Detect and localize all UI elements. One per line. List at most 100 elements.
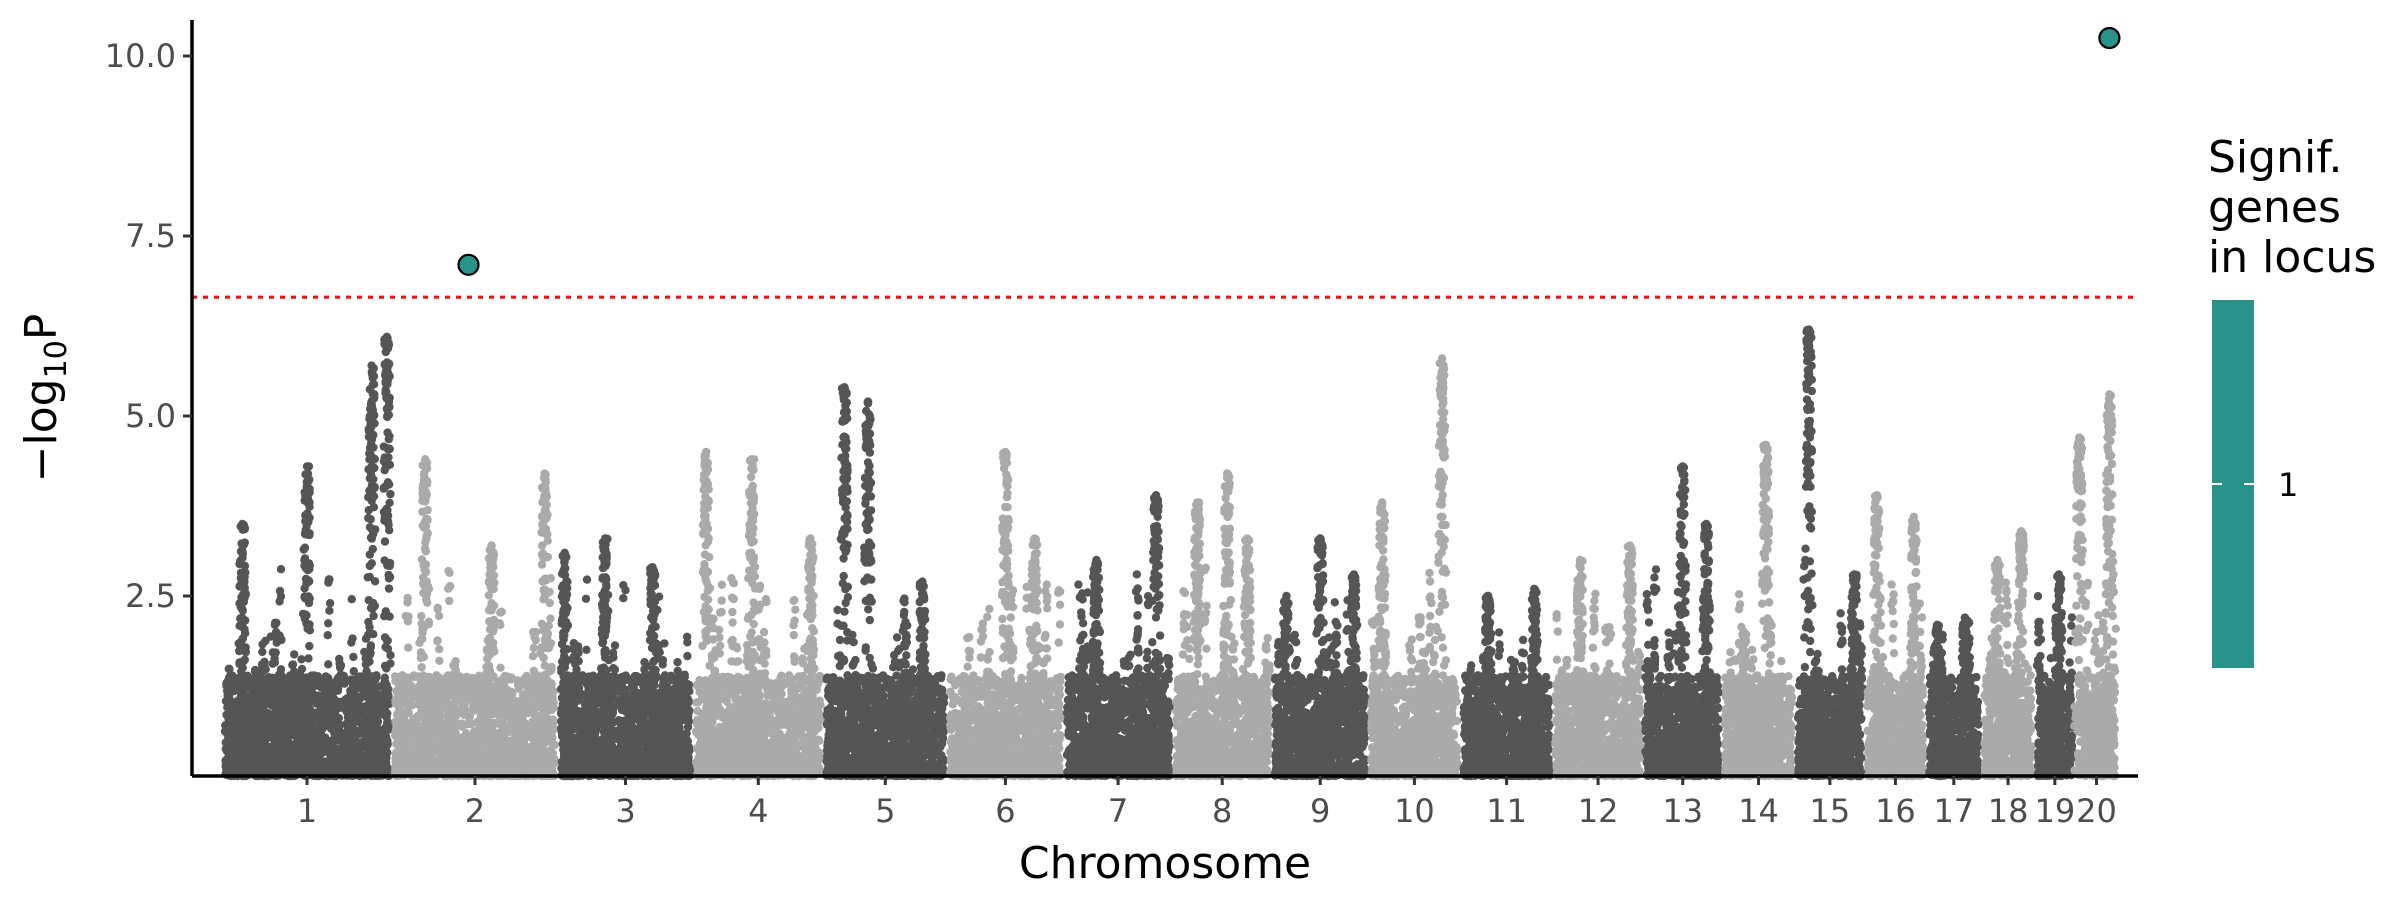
snp-point bbox=[487, 736, 497, 746]
snp-point bbox=[324, 674, 333, 683]
snp-point bbox=[369, 492, 379, 501]
snp-point bbox=[545, 733, 554, 743]
snp-point bbox=[235, 752, 245, 762]
snp-point bbox=[420, 544, 430, 553]
chromosome-1-points bbox=[220, 332, 395, 781]
snp-point bbox=[228, 678, 237, 687]
snp-point bbox=[384, 401, 393, 411]
snp-point bbox=[302, 611, 311, 620]
snp-point bbox=[384, 570, 393, 580]
peak-point bbox=[487, 541, 496, 550]
snp-point bbox=[433, 604, 442, 614]
snp-point bbox=[514, 684, 523, 693]
snp-point bbox=[487, 606, 496, 615]
snp-point bbox=[499, 762, 508, 772]
snp-point bbox=[304, 517, 313, 527]
snp-point bbox=[401, 612, 410, 621]
snp-point bbox=[368, 598, 378, 608]
snp-point bbox=[365, 657, 374, 666]
peak-point bbox=[302, 462, 312, 471]
snp-point bbox=[340, 679, 349, 688]
snp-point bbox=[521, 696, 530, 705]
snp-point bbox=[292, 698, 301, 707]
snp-point bbox=[474, 719, 483, 728]
snp-point bbox=[356, 754, 366, 763]
snp-point bbox=[242, 703, 252, 712]
snp-point bbox=[384, 520, 393, 529]
snp-point bbox=[288, 660, 298, 669]
snp-point bbox=[391, 753, 401, 763]
snp-point bbox=[543, 719, 552, 728]
snp-point bbox=[297, 755, 307, 764]
snp-point bbox=[348, 745, 358, 755]
snp-point bbox=[335, 659, 344, 668]
snp-point bbox=[501, 676, 510, 685]
snp-point bbox=[451, 657, 460, 666]
snp-point bbox=[537, 550, 547, 559]
snp-point bbox=[444, 566, 453, 576]
snp-point bbox=[386, 651, 395, 660]
snp-point bbox=[458, 691, 467, 700]
snp-point bbox=[236, 614, 245, 623]
snp-point bbox=[238, 549, 247, 558]
snp-point bbox=[379, 484, 388, 493]
snp-point bbox=[241, 683, 250, 693]
peak-point bbox=[540, 469, 549, 478]
snp-point bbox=[352, 731, 361, 740]
snp-point bbox=[260, 661, 269, 670]
snp-point bbox=[226, 720, 235, 729]
snp-point bbox=[485, 666, 495, 676]
snp-point bbox=[537, 681, 547, 691]
snp-point bbox=[324, 576, 334, 585]
snp-point bbox=[444, 584, 453, 593]
snp-point bbox=[475, 675, 484, 684]
snp-point bbox=[435, 704, 444, 713]
snp-point bbox=[370, 463, 379, 473]
snp-point bbox=[529, 701, 538, 711]
snp-point bbox=[537, 619, 547, 628]
snp-point bbox=[382, 723, 391, 733]
snp-point bbox=[347, 595, 356, 604]
snp-point bbox=[298, 673, 308, 683]
snp-point bbox=[402, 673, 411, 682]
snp-point bbox=[366, 641, 376, 650]
snp-point bbox=[236, 573, 246, 583]
snp-point bbox=[225, 664, 234, 673]
snp-point bbox=[419, 652, 429, 662]
snp-point bbox=[450, 721, 459, 730]
snp-point bbox=[390, 672, 400, 681]
snp-point bbox=[364, 674, 374, 683]
snp-point bbox=[442, 698, 451, 707]
snp-point bbox=[529, 666, 538, 675]
snp-point bbox=[385, 460, 395, 469]
snp-point bbox=[491, 753, 500, 762]
snp-point bbox=[383, 636, 392, 645]
snp-point bbox=[483, 717, 493, 726]
snp-point bbox=[301, 574, 311, 584]
snp-point bbox=[385, 432, 394, 441]
snp-point bbox=[366, 742, 375, 751]
snp-point bbox=[463, 753, 472, 762]
snp-point bbox=[385, 498, 394, 507]
snp-point bbox=[383, 511, 393, 520]
snp-point bbox=[517, 740, 526, 749]
snp-point bbox=[445, 596, 454, 606]
snp-point bbox=[404, 643, 413, 652]
snp-point bbox=[529, 757, 538, 767]
snp-point bbox=[382, 391, 391, 400]
snp-point bbox=[366, 533, 376, 542]
snp-point bbox=[290, 710, 299, 719]
snp-point bbox=[226, 686, 235, 695]
snp-point bbox=[320, 720, 329, 730]
snp-point bbox=[300, 543, 310, 552]
snp-point bbox=[298, 710, 308, 719]
snp-point bbox=[271, 728, 280, 737]
snp-point bbox=[312, 699, 321, 708]
snp-point bbox=[364, 424, 373, 434]
snp-point bbox=[419, 560, 428, 570]
snp-point bbox=[529, 689, 538, 698]
snp-point bbox=[323, 745, 333, 754]
snp-point bbox=[409, 736, 419, 745]
snp-point bbox=[276, 565, 286, 574]
snp-point bbox=[542, 702, 551, 711]
